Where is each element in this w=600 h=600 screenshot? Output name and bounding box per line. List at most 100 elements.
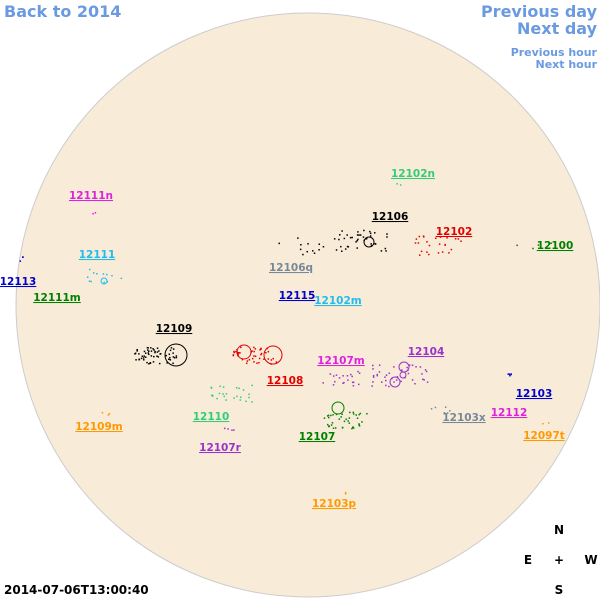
region-label[interactable]: 12103x bbox=[442, 412, 486, 424]
spot-dot bbox=[233, 351, 235, 354]
spot-dot bbox=[418, 254, 421, 256]
previous-hour-link[interactable]: Previous hour bbox=[511, 46, 598, 59]
spot-dot bbox=[306, 250, 308, 253]
region-label[interactable]: 12102n bbox=[391, 168, 435, 180]
spot-dot bbox=[134, 352, 137, 355]
spot-dot bbox=[307, 243, 309, 245]
spot-dot bbox=[251, 384, 253, 387]
region-label[interactable]: 12108 bbox=[267, 375, 304, 387]
spot-dot bbox=[270, 359, 273, 361]
spot-dot bbox=[245, 362, 248, 365]
region-label[interactable]: 12111m bbox=[33, 292, 81, 304]
region-label[interactable]: 12102 bbox=[436, 226, 473, 238]
region-label[interactable]: 12106q bbox=[269, 262, 313, 274]
spot-dot bbox=[395, 379, 398, 381]
spot-dot bbox=[393, 366, 395, 368]
spot-dot bbox=[352, 426, 354, 428]
back-link[interactable]: Back to 2014 bbox=[4, 2, 121, 21]
spot-dot bbox=[154, 351, 156, 354]
spot-dot bbox=[441, 251, 444, 253]
spot-dot bbox=[175, 355, 178, 357]
spot-dot bbox=[450, 248, 453, 251]
spot-dot bbox=[323, 417, 326, 419]
region-label[interactable]: 12112 bbox=[491, 407, 528, 419]
spot-dot bbox=[233, 429, 235, 431]
spot-dot bbox=[532, 247, 534, 250]
spot-dot bbox=[318, 243, 321, 245]
spot-dot bbox=[101, 411, 104, 414]
spot-dot bbox=[346, 234, 348, 236]
spot-dot bbox=[443, 412, 446, 414]
spot-umbra bbox=[331, 401, 345, 415]
region-label[interactable]: 12111 bbox=[79, 249, 116, 261]
spot-umbra bbox=[263, 345, 283, 365]
spot-dot bbox=[152, 361, 155, 363]
region-label[interactable]: 12109 bbox=[156, 323, 193, 335]
spot-dot bbox=[149, 362, 152, 364]
region-label[interactable]: 12102m bbox=[314, 295, 362, 307]
spot-dot bbox=[136, 348, 139, 351]
previous-day-link[interactable]: Previous day bbox=[481, 2, 598, 21]
spot-dot bbox=[351, 236, 353, 239]
spot-dot bbox=[358, 234, 360, 236]
spot-dot bbox=[386, 233, 388, 235]
spot-dot bbox=[223, 395, 225, 398]
spot-dot bbox=[415, 238, 418, 240]
spot-dot bbox=[333, 238, 336, 240]
region-label[interactable]: 12115 bbox=[279, 290, 316, 302]
spot-dot bbox=[242, 389, 245, 391]
spot-dot bbox=[335, 374, 338, 376]
region-label[interactable]: 12113 bbox=[0, 276, 36, 288]
spot-dot bbox=[169, 356, 171, 359]
region-label[interactable]: 12107 bbox=[299, 431, 336, 443]
next-hour-link[interactable]: Next hour bbox=[536, 58, 598, 71]
spot-dot bbox=[351, 381, 354, 384]
spot-dot bbox=[380, 381, 383, 383]
spot-dot bbox=[421, 373, 423, 375]
spot-dot bbox=[140, 357, 143, 360]
spot-dot bbox=[434, 406, 437, 409]
spot-dot bbox=[385, 250, 387, 252]
region-label[interactable]: 12097t bbox=[523, 430, 565, 442]
spot-dot bbox=[352, 411, 355, 414]
region-label[interactable]: 12103p bbox=[312, 498, 357, 510]
region-label[interactable]: 12104 bbox=[408, 346, 445, 358]
spot-umbra bbox=[363, 236, 375, 248]
spot-dot bbox=[235, 387, 238, 389]
spot-dot bbox=[322, 245, 325, 248]
region-label[interactable]: 12106 bbox=[372, 211, 409, 223]
spot-dot bbox=[457, 238, 460, 240]
region-label[interactable]: 12103 bbox=[516, 388, 553, 400]
spot-dot bbox=[343, 237, 346, 240]
spot-dot bbox=[169, 359, 172, 361]
spot-dot bbox=[148, 353, 150, 356]
next-day-link[interactable]: Next day bbox=[517, 19, 598, 38]
region-label[interactable]: 12107r bbox=[199, 442, 242, 454]
region-label[interactable]: 12107m bbox=[317, 355, 365, 367]
spot-dot bbox=[156, 351, 159, 353]
spot-dot bbox=[376, 374, 379, 377]
spot-dot bbox=[419, 366, 422, 368]
spot-dot bbox=[170, 347, 173, 349]
spot-dot bbox=[150, 355, 153, 357]
spot-dot bbox=[425, 370, 428, 373]
spot-dot bbox=[422, 378, 424, 381]
spot-dot bbox=[165, 354, 167, 357]
spot-dot bbox=[211, 394, 213, 397]
spot-dot bbox=[225, 393, 228, 395]
spot-dot bbox=[172, 348, 175, 350]
spot-dot bbox=[396, 376, 399, 378]
spot-dot bbox=[371, 385, 373, 387]
spot-dot bbox=[90, 280, 92, 283]
spot-dot bbox=[414, 382, 416, 385]
spot-dot bbox=[444, 406, 447, 408]
spot-umbra bbox=[389, 376, 401, 388]
region-label[interactable]: 12100 bbox=[537, 240, 574, 252]
region-label[interactable]: 12110 bbox=[193, 411, 230, 423]
spot-dot bbox=[147, 352, 150, 354]
region-label[interactable]: 12111n bbox=[69, 190, 113, 202]
spot-dot bbox=[396, 183, 398, 185]
region-label[interactable]: 12109m bbox=[75, 421, 123, 433]
spot-dot bbox=[146, 361, 148, 364]
spot-dot bbox=[448, 252, 450, 254]
